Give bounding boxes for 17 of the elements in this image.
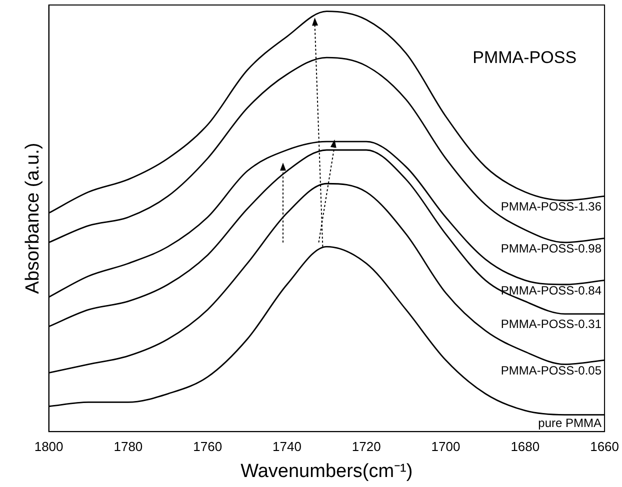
x-tick-label: 1800 [34,438,64,454]
series-label: PMMA-POSS-0.05 [500,363,602,378]
x-tick-label: 1760 [193,438,222,454]
series-label: PMMA-POSS-1.36 [500,200,602,214]
x-tick-label: 1720 [352,438,381,454]
series-label: pure PMMA [538,416,602,430]
series-label: PMMA-POSS-0.31 [500,317,602,332]
x-tick-label: 1780 [114,438,143,454]
y-axis-title: Absorbance (a.u.) [22,142,44,294]
x-tick-label: 1660 [590,438,619,454]
x-tick-label: 1680 [510,438,540,454]
x-axis-title: Wavenumbers(cm⁻¹) [240,460,413,482]
series-label: PMMA-POSS-0.84 [500,284,602,298]
series-label: PMMA-POSS-0.98 [500,242,602,256]
annotation: PMMA-POSS [472,48,577,68]
x-tick-label: 1740 [272,438,302,454]
x-tick-label: 1700 [431,438,460,454]
